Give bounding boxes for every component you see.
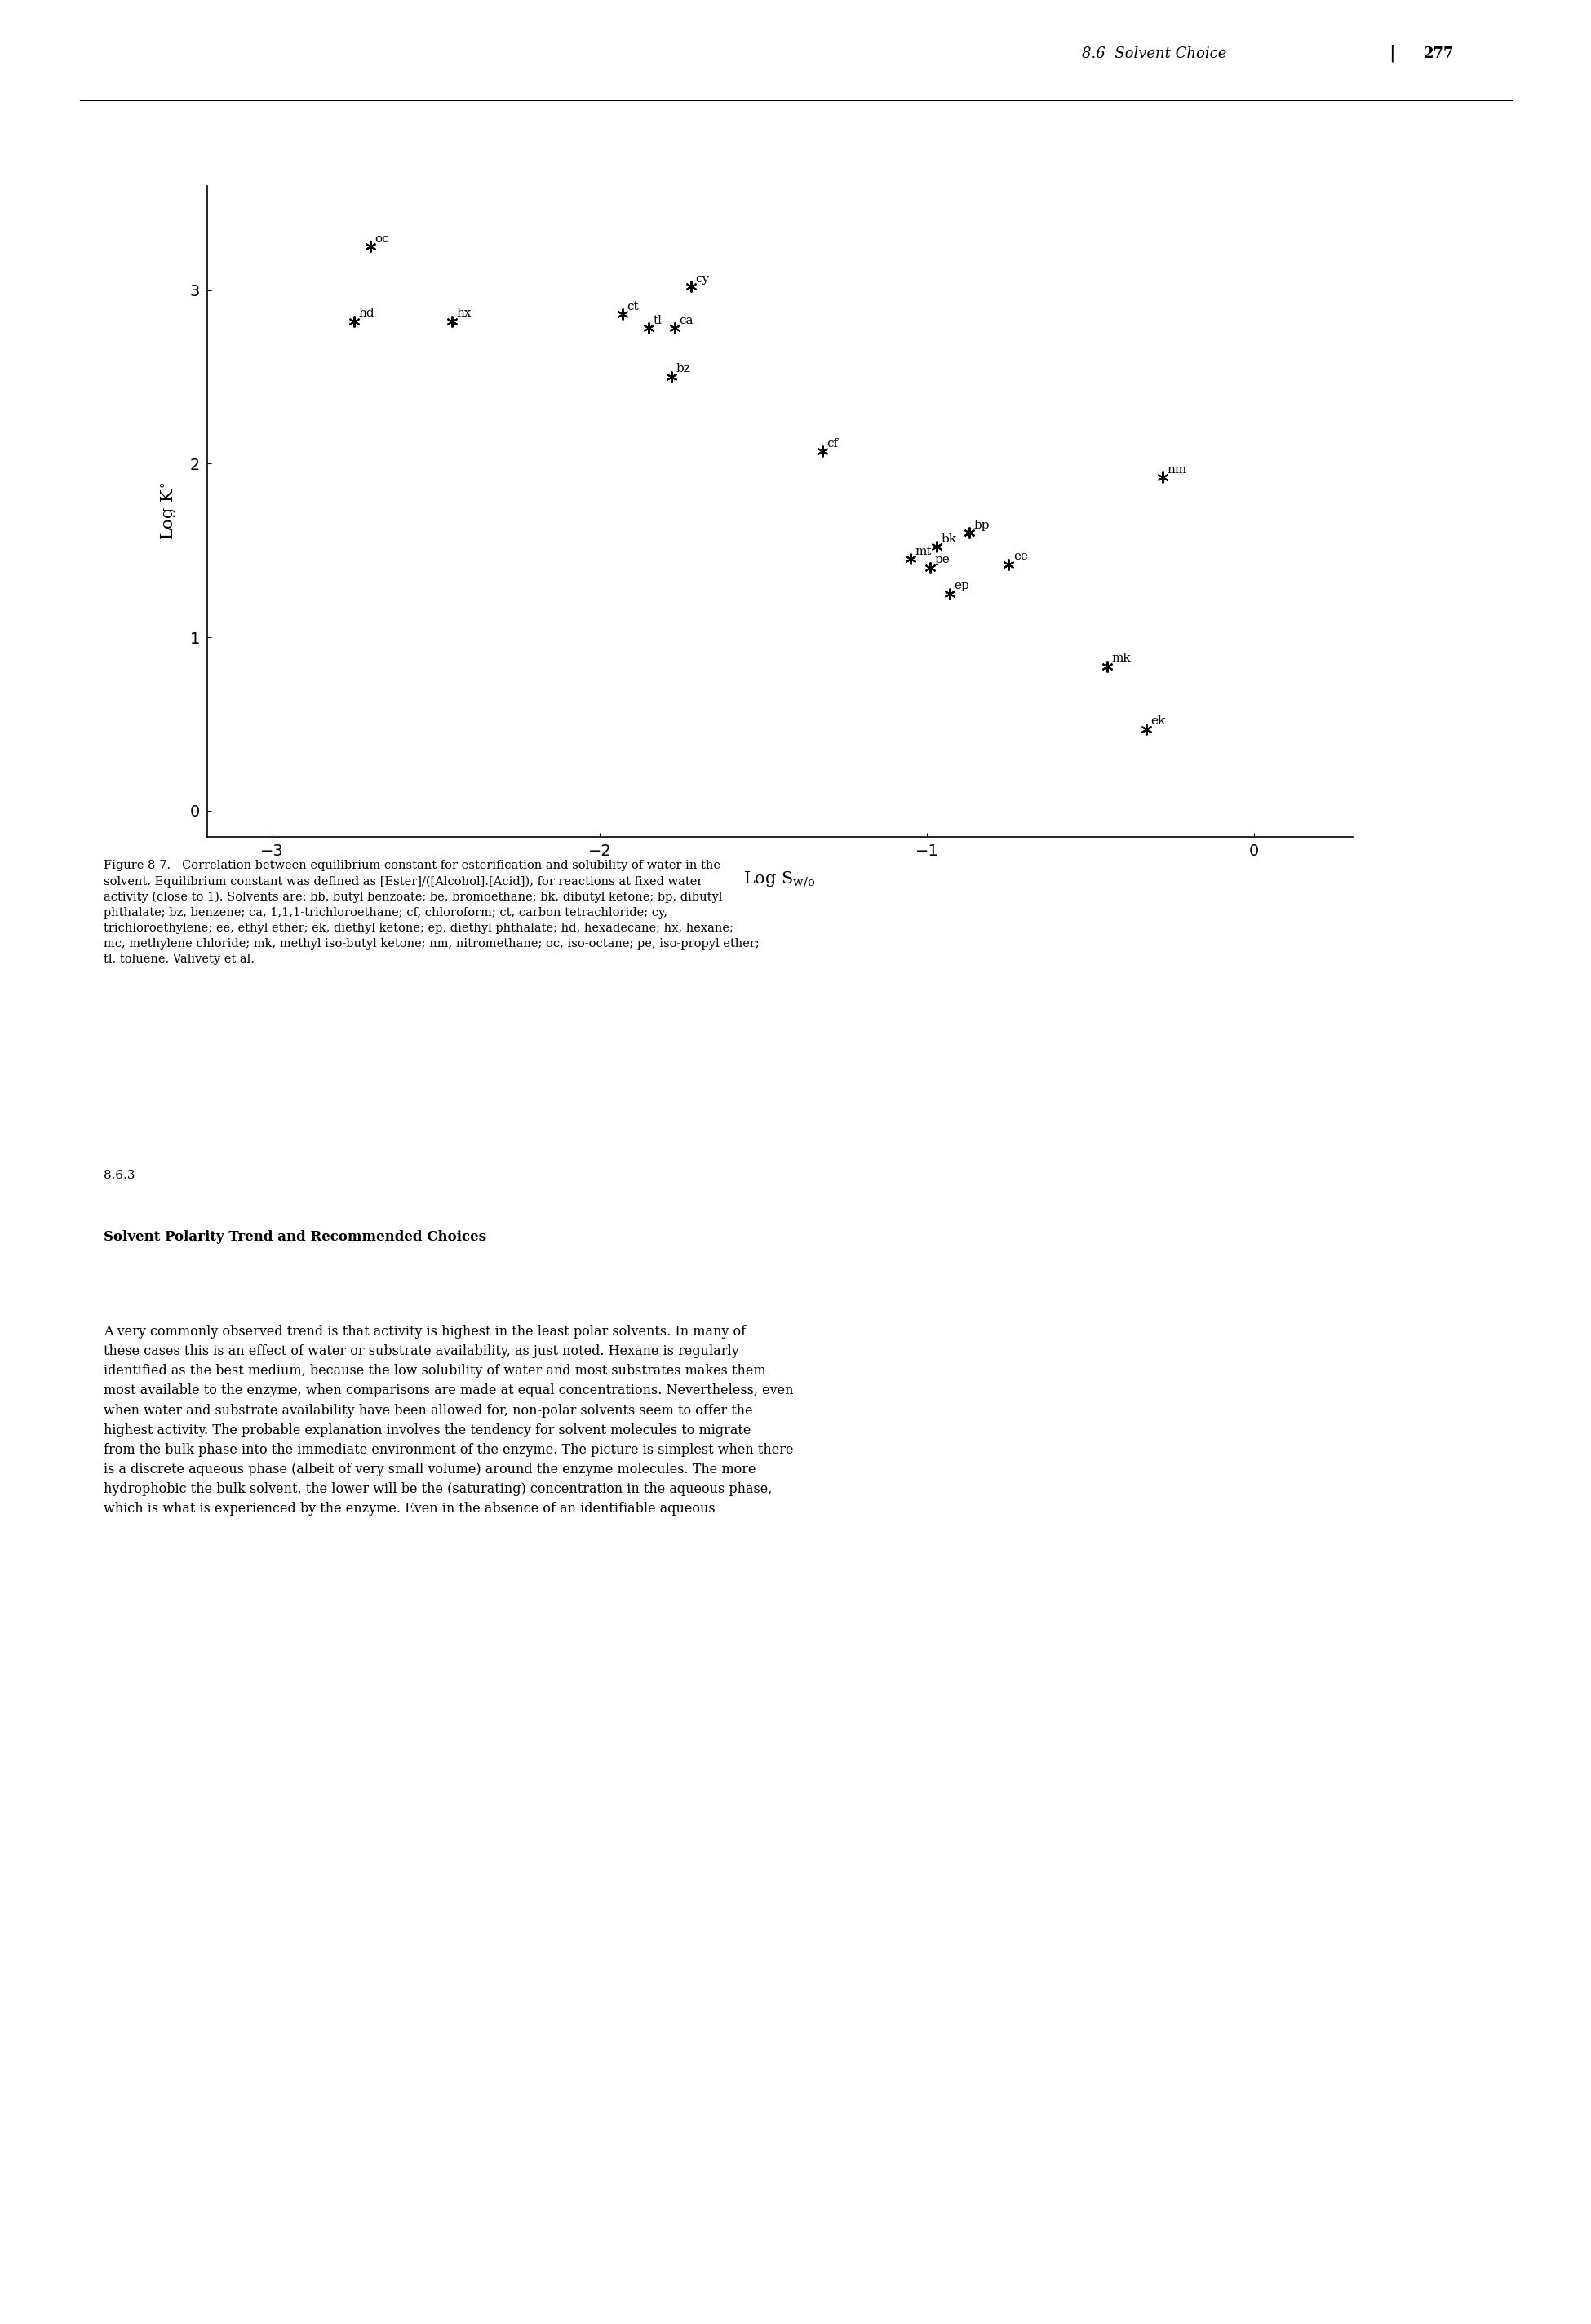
Text: 8.6  Solvent Choice: 8.6 Solvent Choice	[1082, 46, 1227, 60]
Text: Solvent Polarity Trend and Recommended Choices: Solvent Polarity Trend and Recommended C…	[103, 1229, 487, 1243]
Text: tl: tl	[654, 314, 662, 325]
X-axis label: Log S$_{\mathregular{w/o}}$: Log S$_{\mathregular{w/o}}$	[743, 869, 816, 890]
Text: 8.6.3: 8.6.3	[103, 1169, 135, 1181]
Text: cf: cf	[827, 437, 838, 449]
Text: |: |	[1389, 44, 1395, 63]
Text: ct: ct	[627, 300, 640, 311]
Text: bz: bz	[676, 363, 690, 374]
Text: mt: mt	[915, 546, 932, 558]
Text: ep: ep	[955, 581, 969, 590]
Text: bk: bk	[942, 532, 956, 544]
Text: nm: nm	[1168, 465, 1187, 474]
Text: A very commonly observed trend is that activity is highest in the least polar so: A very commonly observed trend is that a…	[103, 1325, 794, 1515]
Text: oc: oc	[375, 232, 390, 244]
Text: hd: hd	[358, 307, 374, 318]
Text: Figure 8-7.   Correlation between equilibrium constant for esterification and so: Figure 8-7. Correlation between equilibr…	[103, 860, 759, 964]
Text: 277: 277	[1424, 46, 1454, 60]
Text: ek: ek	[1150, 716, 1166, 727]
Text: pe: pe	[934, 553, 950, 565]
Text: bp: bp	[974, 518, 990, 530]
Text: ca: ca	[679, 314, 694, 325]
Text: ee: ee	[1013, 551, 1028, 562]
Text: hx: hx	[457, 307, 473, 318]
Text: cy: cy	[695, 272, 710, 284]
Y-axis label: Log K$^{\circ}$: Log K$^{\circ}$	[159, 483, 178, 539]
Text: mk: mk	[1112, 653, 1131, 665]
